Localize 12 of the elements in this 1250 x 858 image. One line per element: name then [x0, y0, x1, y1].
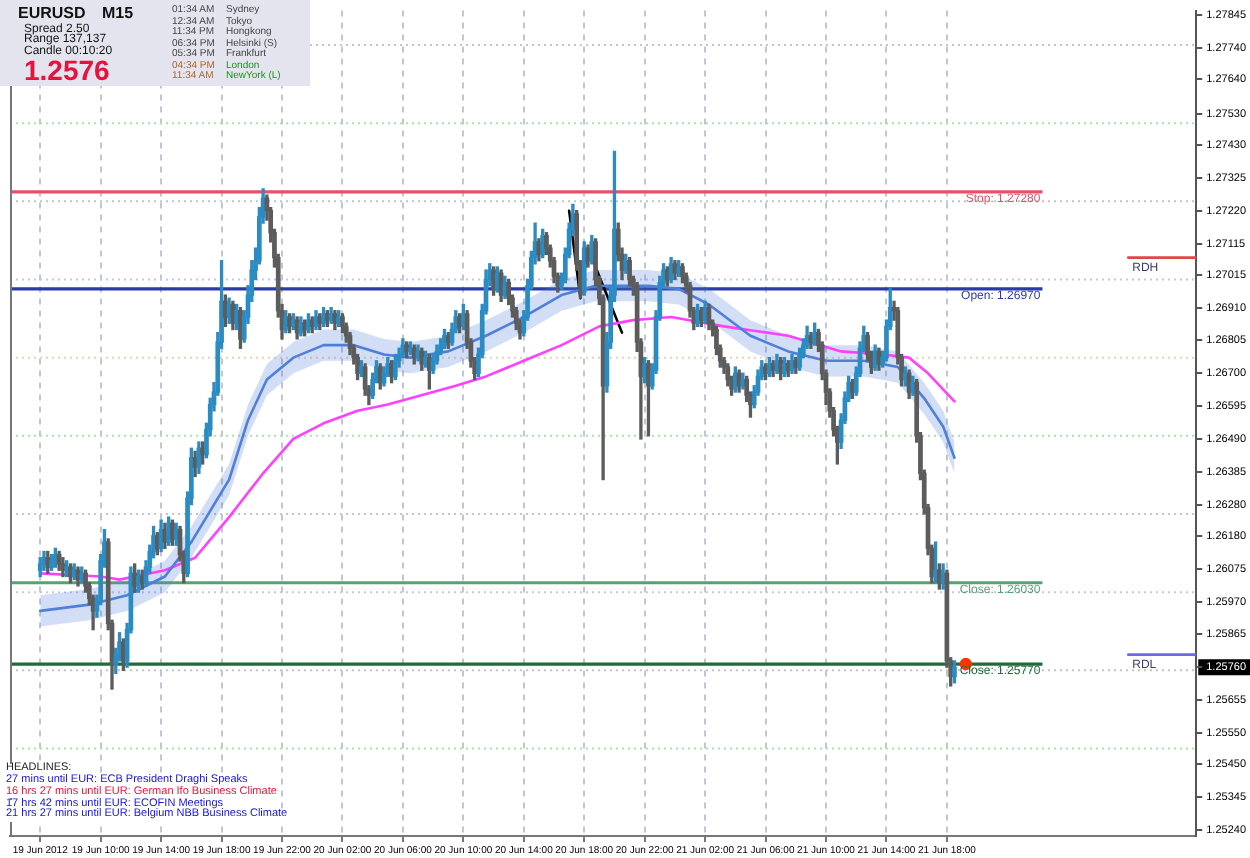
- candlestick: [442, 328, 447, 349]
- candlestick: [491, 266, 496, 296]
- candlestick: [321, 306, 326, 328]
- candlestick: [306, 313, 311, 334]
- candlestick: [287, 313, 292, 334]
- candlestick: [68, 563, 73, 584]
- candlestick: [782, 356, 787, 378]
- annotation: 1.2576: [24, 54, 110, 86]
- candlestick: [952, 660, 957, 684]
- chart-title: EURUSD M15: [18, 3, 134, 21]
- candlestick: [695, 303, 700, 328]
- candlestick: [49, 553, 54, 571]
